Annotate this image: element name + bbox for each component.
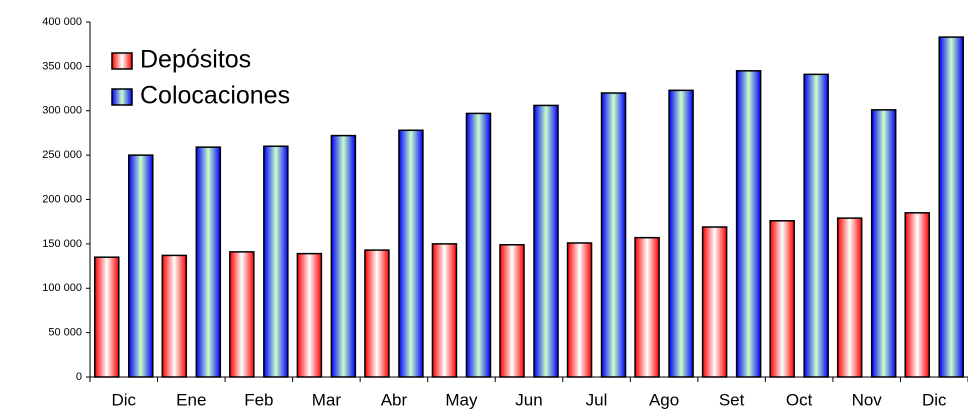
bar <box>769 220 795 378</box>
legend-swatch <box>111 52 133 70</box>
x-tick-label: May <box>445 390 478 409</box>
legend-swatch <box>111 88 133 106</box>
y-tick-label: 300 000 <box>42 105 82 117</box>
bar <box>499 244 525 378</box>
x-tick-label: Feb <box>244 390 273 409</box>
bar <box>263 145 289 378</box>
bar <box>600 92 627 378</box>
y-tick-label: 0 <box>76 371 82 383</box>
bar <box>904 212 930 378</box>
x-tick-label: Nov <box>852 390 883 409</box>
bar <box>836 217 863 378</box>
bar <box>533 104 559 378</box>
x-tick-label: Dic <box>111 390 136 409</box>
y-tick-label: 250 000 <box>42 149 82 161</box>
x-tick-label: Ene <box>176 390 206 409</box>
x-tick-label: Jul <box>586 390 608 409</box>
bar <box>431 243 458 378</box>
legend-label: Colocaciones <box>140 82 290 110</box>
bar <box>364 249 390 378</box>
bar <box>668 89 694 378</box>
y-tick-label: 200 000 <box>42 193 82 205</box>
y-tick-label: 150 000 <box>42 238 82 250</box>
bar <box>803 73 829 378</box>
y-tick-label: 400 000 <box>42 16 82 28</box>
bar <box>634 236 660 378</box>
y-tick-label: 50 000 <box>48 327 82 339</box>
bar <box>128 154 154 378</box>
x-tick-label: Abr <box>381 390 408 409</box>
y-tick-label: 350 000 <box>42 60 82 72</box>
y-tick-label: 100 000 <box>42 282 82 294</box>
x-tick-label: Mar <box>312 390 342 409</box>
bar <box>566 242 593 378</box>
legend-label: Depósitos <box>140 46 251 74</box>
x-tick-label: Oct <box>786 390 813 409</box>
bar <box>465 112 492 378</box>
x-tick-label: Jun <box>515 390 542 409</box>
bar <box>330 134 357 378</box>
bar <box>735 70 762 378</box>
bar <box>398 129 424 378</box>
bar <box>161 254 188 378</box>
bar <box>296 252 323 378</box>
bar <box>938 36 964 378</box>
bar <box>94 256 120 378</box>
bar <box>701 226 728 378</box>
bar <box>870 109 897 378</box>
x-tick-label: Set <box>719 390 745 409</box>
x-tick-label: Ago <box>649 390 679 409</box>
x-tick-label: Dic <box>922 390 947 409</box>
bar <box>229 251 255 378</box>
bar <box>195 146 222 378</box>
